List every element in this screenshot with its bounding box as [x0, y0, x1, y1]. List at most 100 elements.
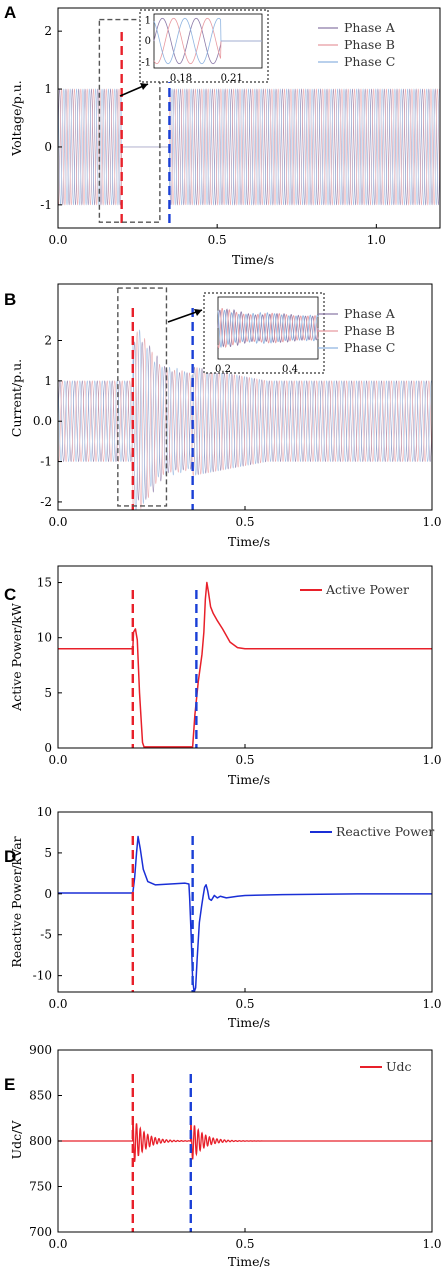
y-tick-label: 850 [29, 1089, 52, 1103]
y-tick-label: 800 [29, 1134, 52, 1148]
x-tick-label: 1.0 [422, 515, 441, 529]
y-tick-label: -10 [33, 969, 52, 983]
x-axis-label: Time/s [228, 772, 270, 787]
callout-arrowhead [194, 309, 202, 316]
y-tick-label: -5 [40, 928, 52, 942]
x-tick-label: 0.0 [48, 233, 67, 247]
y-tick-label: -2 [40, 495, 52, 509]
series-line [58, 331, 432, 510]
legend-label: Phase A [344, 20, 396, 35]
x-axis-label: Time/s [228, 1254, 270, 1267]
x-tick-label: 0.5 [235, 1237, 254, 1251]
inset-series-line [217, 309, 319, 349]
plot-area [58, 581, 432, 748]
x-axis-label: Time/s [228, 1015, 270, 1030]
series-line [58, 329, 432, 510]
y-axis-label: Reactive Power/kVar [9, 836, 24, 967]
x-tick-label: 0.0 [48, 753, 67, 767]
x-tick-label: 0.5 [208, 233, 227, 247]
zoom-box [117, 287, 168, 507]
legend-label: Active Power [325, 582, 409, 597]
y-tick-label: 700 [29, 1225, 52, 1239]
y-axis-label: Current/p.u. [9, 359, 24, 437]
panel-letter: D [4, 847, 16, 866]
legend: Reactive Power [310, 824, 434, 839]
series-line [58, 88, 440, 206]
y-tick-label: 5 [44, 846, 52, 860]
plot-area [58, 1116, 432, 1162]
x-tick-label: 1.0 [422, 753, 441, 767]
legend-label: Udc [386, 1059, 412, 1074]
y-tick-label: 750 [29, 1180, 52, 1194]
legend: Phase A Phase B Phase C [318, 20, 396, 69]
inset-y-tick-label: 1 [145, 15, 151, 26]
x-tick-label: 0.5 [235, 753, 254, 767]
plot-area [58, 835, 432, 992]
axes-frame [57, 7, 441, 229]
panel-letter: C [4, 585, 16, 604]
panel-letter: B [4, 290, 16, 309]
legend-label: Phase B [344, 323, 395, 338]
series-line [58, 341, 432, 501]
panel-b: B 0.2 0.4 0.0 0.5 1.0 2 1 0.0 -1 -2 Time/s Current/p… [4, 283, 442, 549]
inset-x-tick-label: 0.4 [282, 364, 298, 375]
legend-label: Phase A [344, 306, 396, 321]
x-axis-label: Time/s [232, 252, 274, 267]
y-tick-label: 0 [44, 887, 52, 901]
x-axis-label: Time/s [228, 534, 270, 549]
y-tick-label: 0.0 [33, 414, 52, 428]
legend-label: Phase B [344, 37, 395, 52]
y-axis-label: Voltage/p.u. [9, 80, 24, 157]
y-tick-label: 0 [44, 741, 52, 755]
axes-frame [57, 811, 433, 993]
y-tick-label: -1 [40, 455, 52, 469]
panel-e: E 0.0 0.5 1.0 900 850 800 750 700 Time/s Udc/V Udc [4, 1043, 442, 1267]
x-tick-label: 1.0 [422, 997, 441, 1011]
series-line [58, 835, 432, 992]
y-tick-label: 10 [37, 631, 52, 645]
plot-area [58, 88, 440, 206]
series-line [58, 581, 432, 748]
inset-series-line [217, 308, 319, 348]
panel-c: C 0.0 0.5 1.0 15 10 5 0 Time/s Active Power/kW Act… [4, 565, 442, 787]
y-tick-label: 15 [37, 576, 52, 590]
zoom-box [98, 18, 161, 223]
x-tick-label: 0.0 [48, 1237, 67, 1251]
legend: Phase A Phase B Phase C [318, 306, 396, 355]
inset-x-tick-label: 0.18 [170, 73, 192, 84]
x-tick-label: 1.0 [422, 1237, 441, 1251]
legend: Udc [360, 1059, 412, 1074]
inset-frame [139, 9, 269, 83]
inset-series-line [153, 17, 262, 65]
panel-d: D 0.0 0.5 1.0 10 5 0 -5 -10 Time/s Reactive Power/… [4, 805, 442, 1030]
y-tick-label: -1 [40, 198, 52, 212]
y-tick-label: 0 [44, 140, 52, 154]
x-tick-label: 0.5 [235, 997, 254, 1011]
y-tick-label: 10 [37, 805, 52, 819]
y-tick-label: 1 [44, 374, 52, 388]
y-tick-label: 900 [29, 1043, 52, 1057]
inset-x-tick-label: 0.2 [215, 364, 231, 375]
panel-a: A 0.18 0.21 1 0 -1 0.0 0.5 1.0 2 1 0 -1 Time/s Voltage… [4, 3, 441, 267]
inset-chart: 0.2 0.4 [203, 292, 325, 375]
series-line [58, 1116, 432, 1162]
legend-label: Phase C [344, 340, 395, 355]
panel-letter: A [4, 3, 16, 22]
y-tick-label: 2 [44, 24, 52, 38]
x-tick-label: 0.0 [48, 515, 67, 529]
inset-y-tick-label: -1 [141, 58, 151, 69]
inset-x-tick-label: 0.21 [221, 73, 243, 84]
y-tick-label: 5 [44, 686, 52, 700]
x-tick-label: 0.0 [48, 997, 67, 1011]
y-axis-label: Udc/V [9, 1120, 24, 1160]
plot-area [58, 329, 432, 510]
inset-series-line [217, 308, 319, 349]
inset-y-tick-label: 0 [145, 36, 151, 47]
legend-label: Phase C [344, 54, 395, 69]
x-tick-label: 0.5 [235, 515, 254, 529]
panel-letter: E [4, 1075, 15, 1094]
legend-label: Reactive Power [336, 824, 434, 839]
y-axis-label: Active Power/kW [9, 603, 24, 712]
callout-arrowhead [140, 83, 148, 90]
